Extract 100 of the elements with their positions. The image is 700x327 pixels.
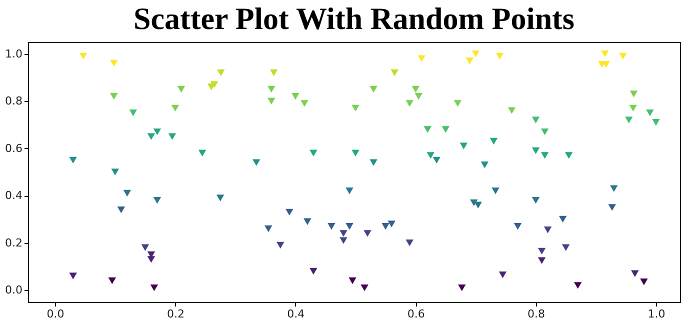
point xyxy=(412,86,420,93)
point xyxy=(69,272,77,280)
point xyxy=(108,277,116,284)
point xyxy=(652,119,660,126)
point xyxy=(532,116,540,124)
point xyxy=(508,107,516,114)
point xyxy=(117,206,126,214)
point xyxy=(538,248,546,255)
point xyxy=(110,93,118,100)
point xyxy=(328,223,336,230)
point xyxy=(352,150,360,156)
point xyxy=(69,156,77,164)
point xyxy=(442,126,450,133)
point xyxy=(544,226,552,234)
x-tick-label: 0.6 xyxy=(407,308,425,320)
point xyxy=(540,128,549,136)
point xyxy=(466,58,474,64)
point xyxy=(406,100,414,107)
point xyxy=(147,133,156,140)
x-tick-label: 0.0 xyxy=(46,308,64,320)
point xyxy=(340,237,348,244)
point xyxy=(496,52,504,60)
point xyxy=(460,142,468,150)
point xyxy=(490,138,498,145)
point xyxy=(147,256,156,263)
point xyxy=(562,244,570,251)
point xyxy=(111,168,120,176)
point xyxy=(640,278,648,286)
point xyxy=(480,162,489,168)
point xyxy=(454,100,462,107)
point xyxy=(150,284,158,292)
point xyxy=(141,244,150,251)
point xyxy=(171,104,180,112)
point xyxy=(390,69,398,76)
point xyxy=(340,230,348,237)
point xyxy=(631,270,639,277)
x-tick-label: 0.4 xyxy=(287,308,305,320)
point xyxy=(619,52,627,60)
point xyxy=(370,159,378,166)
point xyxy=(610,185,618,192)
point xyxy=(270,69,278,76)
point xyxy=(346,188,354,194)
point xyxy=(625,116,633,124)
point xyxy=(79,52,88,60)
point xyxy=(252,159,260,166)
point xyxy=(492,188,500,194)
point xyxy=(348,277,356,284)
point xyxy=(558,216,567,223)
y-tick-label: 0.8 xyxy=(5,94,22,108)
point xyxy=(382,223,390,230)
point xyxy=(472,50,480,58)
point xyxy=(418,55,426,62)
point xyxy=(216,194,224,202)
point xyxy=(602,61,610,68)
point xyxy=(110,60,118,67)
y-tick-label: 0.4 xyxy=(5,189,22,202)
point xyxy=(538,257,546,264)
point xyxy=(432,156,440,164)
x-tick-label: 1.0 xyxy=(648,308,666,320)
point xyxy=(123,190,132,197)
y-tick-label: 0.2 xyxy=(5,236,22,250)
point xyxy=(300,100,308,107)
y-tick-label: 0.0 xyxy=(5,284,22,297)
point xyxy=(564,152,573,159)
point xyxy=(514,223,522,230)
point xyxy=(264,225,272,232)
point xyxy=(629,104,637,112)
point xyxy=(414,93,422,100)
point xyxy=(292,93,300,100)
point xyxy=(352,104,360,112)
point xyxy=(198,150,206,156)
point xyxy=(168,133,176,140)
chart-title: Scatter Plot With Random Points xyxy=(134,1,574,36)
point xyxy=(129,110,138,116)
point xyxy=(424,126,432,133)
point xyxy=(532,147,540,154)
point xyxy=(458,284,466,292)
point xyxy=(217,69,225,76)
point xyxy=(360,284,368,292)
x-tick-label: 0.8 xyxy=(528,308,546,320)
point xyxy=(646,110,654,116)
y-tick-label: 1.0 xyxy=(5,47,22,60)
point xyxy=(153,197,162,204)
point xyxy=(532,197,540,204)
point xyxy=(540,152,549,159)
point xyxy=(601,50,609,58)
point xyxy=(388,220,396,228)
point xyxy=(268,86,276,93)
point xyxy=(574,282,582,289)
point xyxy=(426,152,434,159)
point xyxy=(406,240,414,246)
point xyxy=(310,268,318,275)
point xyxy=(474,202,482,208)
point xyxy=(364,230,372,237)
point xyxy=(498,271,507,278)
point xyxy=(370,86,378,93)
point xyxy=(630,90,638,98)
point xyxy=(153,128,162,136)
point xyxy=(310,150,318,156)
x-tick-label: 0.2 xyxy=(166,308,184,320)
